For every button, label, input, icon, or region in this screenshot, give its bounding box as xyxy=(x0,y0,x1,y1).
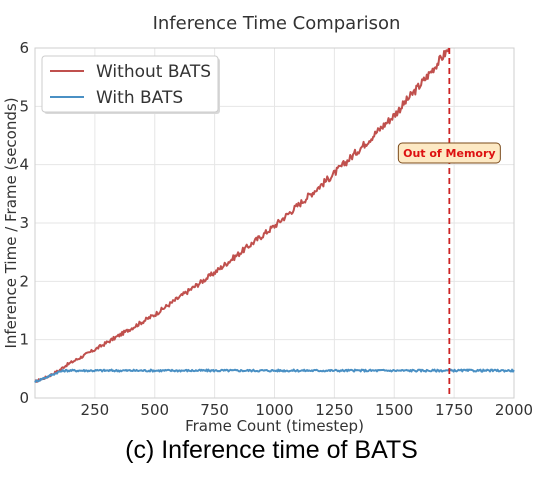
x-axis-label: Frame Count (timestep) xyxy=(185,417,364,435)
y-tick-label: 6 xyxy=(19,39,29,57)
series-line-with-bats xyxy=(34,368,515,383)
x-tick-label: 500 xyxy=(140,401,169,419)
y-tick-label: 0 xyxy=(19,389,29,407)
x-tick-label: 2000 xyxy=(495,401,533,419)
x-tick-label: 1250 xyxy=(315,401,353,419)
x-tick-label: 1000 xyxy=(255,401,293,419)
x-tick-label: 1500 xyxy=(375,401,413,419)
out-of-memory-box xyxy=(397,142,501,164)
x-tick-label: 750 xyxy=(200,401,229,419)
legend-box xyxy=(41,55,219,113)
out-of-memory-label: Out of Memory xyxy=(403,147,495,160)
inference-time-chart: 250 500 750 1000 1250 1500 1750 2000 0 1 2 3 4 5 6 Infe… xyxy=(2,13,533,435)
x-tick-label: 1750 xyxy=(435,401,473,419)
y-tick-label: 4 xyxy=(19,156,29,174)
y-axis-label: Inference Time / Frame (seconds) xyxy=(2,97,20,348)
y-tick-label: 1 xyxy=(19,331,29,349)
figure-caption: (c) Inference time of BATS xyxy=(125,436,418,464)
y-tick-label: 3 xyxy=(19,214,29,232)
y-tick-label: 5 xyxy=(19,97,29,115)
legend-entry: With BATS xyxy=(96,88,183,108)
legend-entry: Without BATS xyxy=(96,62,211,82)
y-tick-label: 2 xyxy=(19,272,29,290)
chart-title: Inference Time Comparison xyxy=(153,13,401,34)
series-line-without-bats xyxy=(34,47,450,383)
x-tick-label: 250 xyxy=(81,401,110,419)
plot-frame xyxy=(34,47,515,399)
